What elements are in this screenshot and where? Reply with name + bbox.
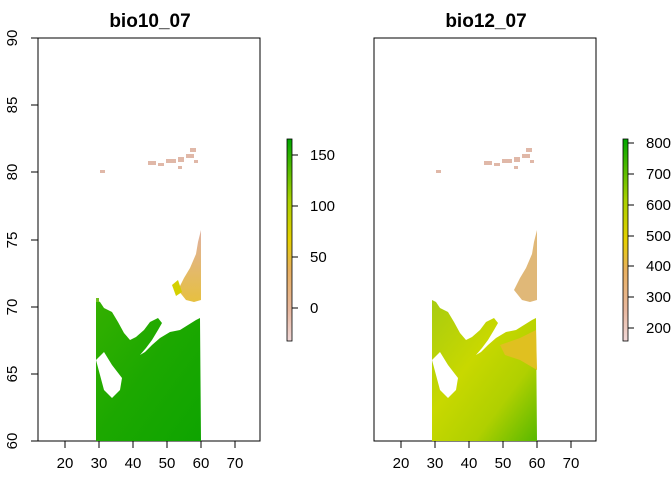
svg-text:85: 85 bbox=[4, 97, 21, 114]
raster-north bbox=[514, 230, 537, 302]
svg-text:90: 90 bbox=[4, 30, 21, 47]
svg-text:30: 30 bbox=[427, 455, 444, 472]
legend-bar: 200 300 400 500 600 700 800 bbox=[622, 135, 671, 342]
legend-tick: 100 bbox=[310, 198, 335, 215]
raster-north bbox=[178, 230, 201, 302]
svg-text:60: 60 bbox=[193, 455, 210, 472]
panel-title: bio10_07 bbox=[109, 11, 190, 32]
svg-text:60: 60 bbox=[529, 455, 546, 472]
raster-islands bbox=[100, 148, 198, 173]
panel-bio12-07: bio12_07 20 30 bbox=[373, 11, 671, 472]
legend-tick: 500 bbox=[646, 228, 671, 245]
panel-title: bio12_07 bbox=[445, 11, 526, 32]
svg-text:30: 30 bbox=[91, 455, 108, 472]
svg-text:40: 40 bbox=[125, 455, 142, 472]
svg-text:60: 60 bbox=[4, 433, 21, 450]
legend-tick: 150 bbox=[310, 147, 335, 164]
legend-tick: 700 bbox=[646, 166, 671, 183]
svg-text:50: 50 bbox=[159, 455, 176, 472]
legend-tick: 0 bbox=[310, 300, 318, 317]
x-tick-labels: 20 30 40 50 60 70 bbox=[393, 455, 580, 472]
svg-text:70: 70 bbox=[4, 299, 21, 316]
svg-text:20: 20 bbox=[393, 455, 410, 472]
legend-tick: 200 bbox=[646, 320, 671, 337]
raster-mainland bbox=[432, 300, 537, 441]
x-tick-labels: 20 30 40 50 60 70 bbox=[57, 455, 244, 472]
legend-tick: 400 bbox=[646, 258, 671, 275]
svg-text:80: 80 bbox=[4, 164, 21, 181]
svg-text:65: 65 bbox=[4, 366, 21, 383]
x-axis bbox=[400, 441, 572, 448]
legend-bar: 0 50 100 150 bbox=[286, 138, 335, 342]
raster-mainland bbox=[96, 300, 201, 441]
legend-tick: 600 bbox=[646, 197, 671, 214]
svg-text:40: 40 bbox=[461, 455, 478, 472]
legend-tick: 50 bbox=[310, 249, 327, 266]
svg-text:70: 70 bbox=[227, 455, 244, 472]
svg-text:75: 75 bbox=[4, 232, 21, 249]
raster-islands bbox=[436, 148, 534, 173]
legend-tick: 800 bbox=[646, 135, 671, 152]
y-tick-labels: 60 65 70 75 80 85 90 bbox=[4, 30, 21, 450]
x-axis bbox=[64, 441, 236, 448]
legend-tick: 300 bbox=[646, 289, 671, 306]
y-axis bbox=[31, 37, 38, 442]
panel-bio10-07: bio10_07 bbox=[4, 11, 335, 472]
svg-text:50: 50 bbox=[495, 455, 512, 472]
svg-text:20: 20 bbox=[57, 455, 74, 472]
svg-text:70: 70 bbox=[563, 455, 580, 472]
